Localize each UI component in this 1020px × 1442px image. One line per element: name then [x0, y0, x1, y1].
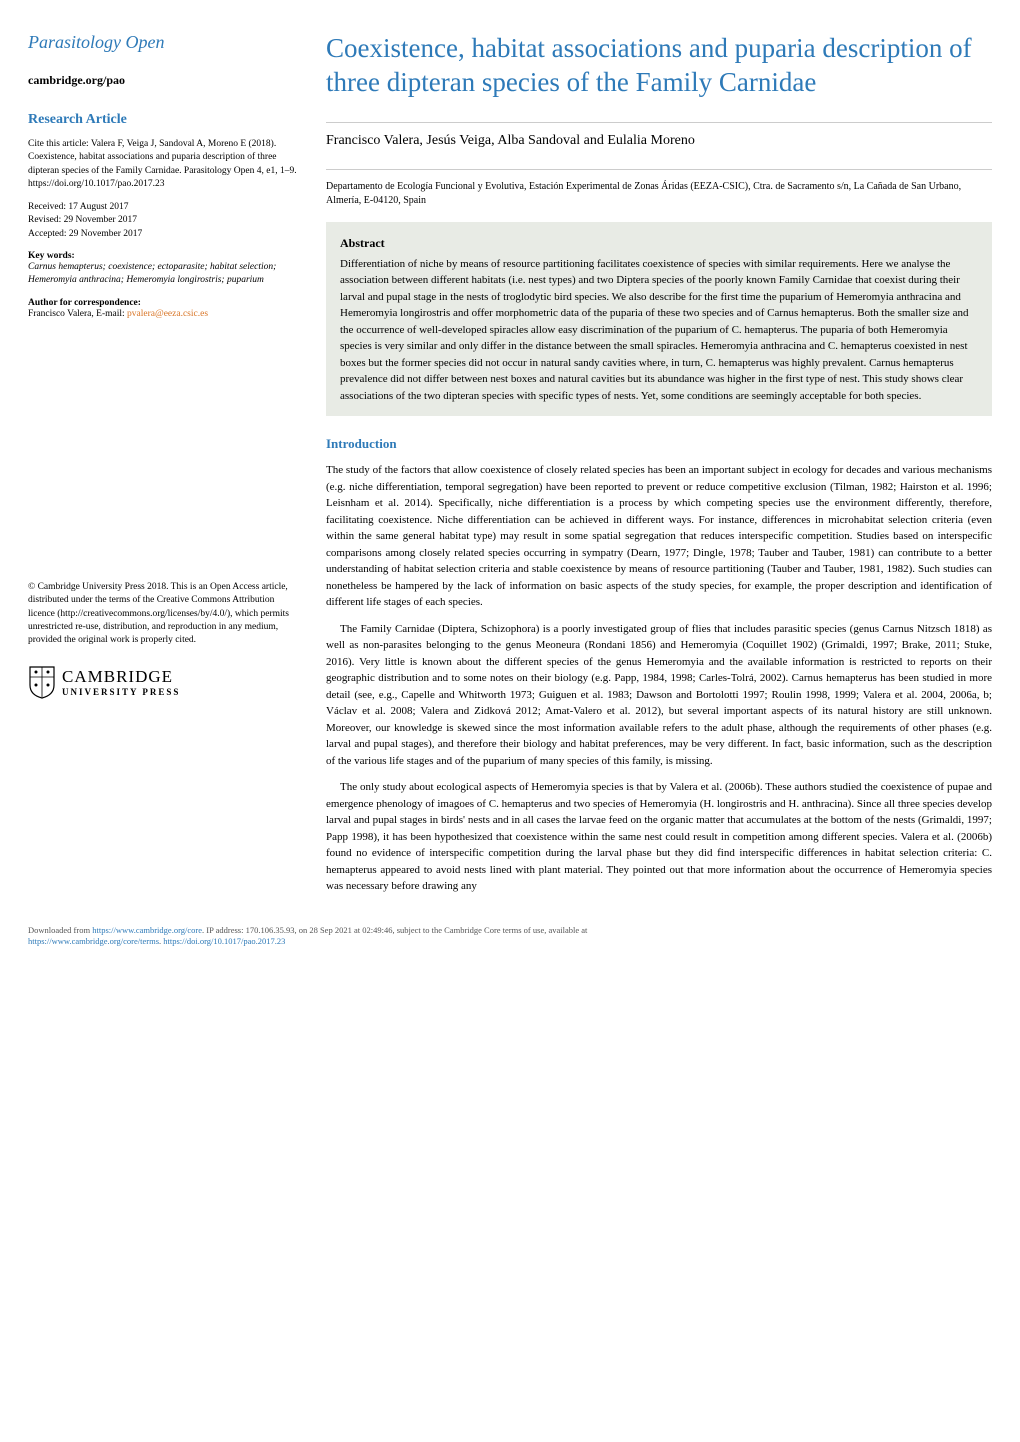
correspondence-name: Francisco Valera, E-mail:: [28, 309, 127, 319]
shield-icon: [28, 665, 56, 699]
footer-link-2[interactable]: https://www.cambridge.org/core/terms: [28, 936, 159, 946]
abstract-text: Differentiation of niche by means of res…: [340, 256, 978, 405]
correspondence-label: Author for correspondence:: [28, 298, 298, 308]
keywords-text: Carnus hemapterus; coexistence; ectopara…: [28, 261, 298, 288]
article-type-heading: Research Article: [28, 112, 298, 128]
article-title: Coexistence, habitat associations and pu…: [326, 32, 992, 100]
intro-paragraph-3: The only study about ecological aspects …: [326, 779, 992, 895]
divider: [326, 169, 992, 170]
license-text: © Cambridge University Press 2018. This …: [28, 581, 298, 647]
citation-text: Cite this article: Valera F, Veiga J, Sa…: [28, 138, 298, 191]
footer-link-3[interactable]: https://doi.org/10.1017/pao.2017.23: [163, 936, 285, 946]
publisher-sub: UNIVERSITY PRESS: [62, 687, 180, 697]
footer: Downloaded from https://www.cambridge.or…: [28, 925, 992, 947]
intro-heading: Introduction: [326, 436, 992, 452]
abstract-box: Abstract Differentiation of niche by mea…: [326, 222, 992, 417]
authors: Francisco Valera, Jesús Veiga, Alba Sand…: [326, 133, 992, 157]
intro-paragraph-2: The Family Carnidae (Diptera, Schizophor…: [326, 621, 992, 770]
footer-text-2: . IP address: 170.106.35.93, on 28 Sep 2…: [202, 925, 587, 935]
footer-link-1[interactable]: https://www.cambridge.org/core: [92, 925, 202, 935]
correspondence-text: Francisco Valera, E-mail: pvalera@eeza.c…: [28, 308, 298, 321]
divider: [326, 122, 992, 123]
dates-block: Received: 17 August 2017 Revised: 29 Nov…: [28, 201, 298, 241]
affiliation: Departamento de Ecología Funcional y Evo…: [326, 180, 992, 208]
correspondence-email[interactable]: pvalera@eeza.csic.es: [127, 309, 208, 319]
publisher-name: CAMBRIDGE: [62, 667, 180, 687]
received-date: Received: 17 August 2017: [28, 201, 298, 214]
intro-paragraph-1: The study of the factors that allow coex…: [326, 462, 992, 611]
keywords-label: Key words:: [28, 251, 298, 261]
accepted-date: Accepted: 29 November 2017: [28, 228, 298, 241]
journal-title: Parasitology Open: [28, 32, 298, 53]
footer-text-1: Downloaded from: [28, 925, 92, 935]
revised-date: Revised: 29 November 2017: [28, 214, 298, 227]
journal-url[interactable]: cambridge.org/pao: [28, 73, 298, 88]
abstract-heading: Abstract: [340, 234, 978, 252]
publisher-logo: CAMBRIDGE UNIVERSITY PRESS: [28, 665, 298, 699]
